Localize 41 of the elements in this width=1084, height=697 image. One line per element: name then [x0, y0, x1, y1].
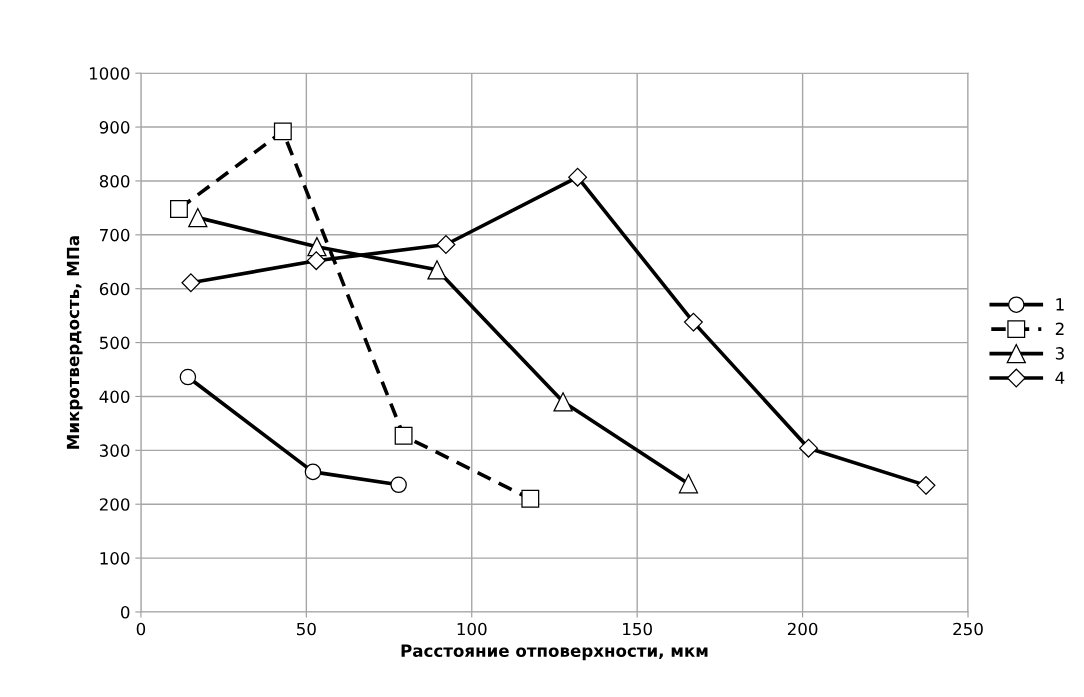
y-tick-label: 900 [99, 121, 130, 134]
y-tick-label: 200 [99, 498, 130, 511]
y-axis-title: Микротвердость, МПа [66, 236, 83, 449]
x-tick-label: 200 [787, 622, 818, 636]
point [304, 463, 322, 481]
legend-label: 1 [1056, 298, 1064, 311]
point [799, 438, 819, 458]
point [188, 207, 208, 228]
y-tick-label: 500 [99, 336, 130, 350]
point [916, 475, 936, 495]
point [390, 476, 407, 494]
point [568, 167, 588, 187]
y-tick-label: 100 [100, 552, 130, 565]
y-tick-label: 1000 [89, 67, 130, 80]
point [678, 474, 699, 494]
y-tick-label: 700 [100, 228, 130, 242]
point [436, 235, 456, 254]
legend-label: 3 [1055, 347, 1064, 360]
y-tick-label: 600 [99, 282, 130, 296]
point [683, 312, 703, 332]
point [179, 368, 197, 386]
y-tick-label: 800 [99, 174, 130, 188]
point [181, 273, 201, 293]
point [306, 251, 326, 271]
x-axis-title: Расстояние отповерхности, мкм [401, 644, 708, 661]
y-tick-label: 0 [121, 605, 130, 619]
point [394, 426, 413, 445]
y-tick-label: 300 [99, 444, 130, 457]
x-tick-label: 0 [136, 622, 146, 636]
point [553, 392, 573, 412]
point [273, 122, 292, 141]
x-tick-label: 150 [623, 622, 652, 636]
point [170, 199, 188, 218]
point [427, 260, 447, 280]
y-tick-label: 400 [99, 390, 130, 404]
x-tick-label: 250 [953, 622, 983, 636]
x-tick-label: 50 [297, 622, 316, 636]
x-tick-label: 100 [457, 622, 487, 636]
point [521, 489, 540, 508]
legend-label: 4 [1055, 371, 1065, 384]
legend-label: 2 [1055, 322, 1064, 335]
